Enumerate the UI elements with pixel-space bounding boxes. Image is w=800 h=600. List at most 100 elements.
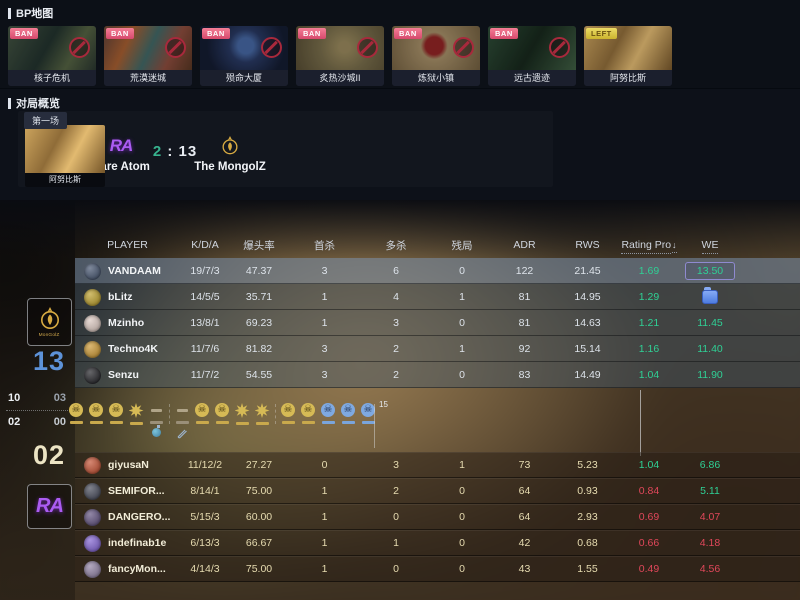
- column-divider-line: [640, 390, 641, 456]
- team2-map-score: 02: [32, 440, 66, 470]
- defuse-icon: [176, 427, 188, 439]
- player-name: SEMIFOR...: [108, 485, 165, 497]
- stat-rating: 0.69: [638, 511, 660, 523]
- map-thumbnail-image: [25, 125, 105, 173]
- stat-kda: 11/12/2: [187, 459, 223, 471]
- stat-rating: 1.04: [638, 459, 660, 471]
- ban-badge: BAN: [202, 28, 230, 39]
- round-underline: [215, 421, 229, 424]
- team1-first-half: 10: [8, 392, 21, 404]
- ban-circle-icon: [357, 37, 378, 58]
- stat-we: 6.86: [679, 459, 741, 471]
- round-slot: [232, 403, 252, 425]
- stat-clutch: 0: [459, 563, 465, 575]
- round-underline: [281, 421, 295, 424]
- folder-icon[interactable]: [702, 287, 718, 304]
- player-name: bLitz: [108, 291, 133, 303]
- map-thumbnail-label: 阿努比斯: [25, 173, 105, 187]
- stat-rating: 1.69: [638, 265, 660, 277]
- stat-adr: 81: [518, 291, 531, 303]
- round-win-skull-icon: ☠: [195, 403, 209, 417]
- match-score: 2 : 13: [140, 143, 210, 160]
- bomb-sub: [151, 425, 161, 439]
- player-avatar: [84, 288, 101, 306]
- player-row[interactable]: indefinab1e 6/13/3 66.67 1 1 0 42 0.68 0.66 4.18: [75, 530, 800, 556]
- team1-half-scores: 10 03: [8, 392, 66, 404]
- player-row[interactable]: DANGERO... 5/15/3 60.00 1 0 0 64 2.93 0.69 4.07: [75, 504, 800, 530]
- stat-we: [679, 287, 741, 304]
- stat-kda: 13/8/1: [190, 317, 220, 329]
- round-slot: ☠: [192, 403, 212, 424]
- player-row[interactable]: Techno4K 11/7/6 81.82 3 2 1 92 15.14 1.16 11.40: [75, 336, 800, 362]
- player-avatar: [84, 508, 101, 526]
- stat-rws: 1.55: [577, 563, 598, 575]
- column-label-clutch: 残局: [451, 239, 473, 252]
- column-header-we[interactable]: WE: [679, 239, 741, 254]
- stat-we: 11.40: [679, 343, 741, 355]
- stat-clutch: 0: [459, 265, 465, 277]
- column-header-rating[interactable]: Rating Pro↓: [619, 239, 679, 254]
- column-header-hs: 爆头率: [230, 238, 288, 253]
- player-row[interactable]: fancyMon... 4/14/3 75.00 1 0 0 43 1.55 0.49 4.56: [75, 556, 800, 582]
- scoreboard-section: MonGolZ 13 10 03 02 00 02 RA PLAYER K/D/A…: [0, 200, 800, 600]
- stat-rws: 14.49: [574, 369, 601, 381]
- column-header-player: PLAYER: [75, 239, 180, 251]
- player-avatar: [84, 262, 101, 280]
- player-row[interactable]: VANDAAM 19/7/3 47.37 3 6 0 122 21.45 1.69 13.50: [75, 258, 800, 284]
- stat-hs: 47.37: [245, 265, 273, 277]
- player-row[interactable]: bLitz 14/5/5 35.71 1 4 1 81 14.95 1.29: [75, 284, 800, 310]
- round-win-skull-icon: ☠: [361, 403, 375, 417]
- team2-half-scores: 02 00: [8, 416, 66, 428]
- player-row[interactable]: SEMIFOR... 8/14/1 75.00 1 2 0 64 0.93 0.84 5.11: [75, 478, 800, 504]
- round-underline: [69, 421, 83, 424]
- mongolz-emblem-icon: [222, 136, 238, 155]
- team-left-name: Rare Atom: [92, 161, 150, 173]
- round-slot: ☠: [212, 403, 232, 424]
- round-underline: [149, 421, 163, 424]
- player-cell: indefinab1e: [75, 534, 180, 552]
- player-row[interactable]: Senzu 11/7/2 54.55 3 2 0 83 14.49 1.04 11.90: [75, 362, 800, 388]
- player-row[interactable]: Mzinho 13/8/1 69.23 1 3 0 81 14.63 1.21 11.45: [75, 310, 800, 336]
- stat-adr: 92: [518, 343, 531, 355]
- column-header-clutch: 残局: [431, 238, 493, 253]
- player-name: fancyMon...: [108, 563, 166, 575]
- team1-map-score: 13: [32, 346, 66, 376]
- tab-game-1[interactable]: 第一场: [24, 112, 68, 129]
- round-divider: [272, 403, 278, 424]
- we-value: 11.90: [697, 369, 723, 381]
- rareatom-logo-box: RA: [27, 484, 72, 529]
- stat-hs: 54.55: [245, 369, 273, 381]
- player-row[interactable]: giyusaN 11/12/2 27.27 0 3 1 73 5.23 1.04 6.86: [75, 452, 800, 478]
- stat-rws: 14.63: [574, 317, 601, 329]
- map-name: 炙热沙城II: [296, 70, 384, 86]
- stat-rating: 1.29: [638, 291, 660, 303]
- mongolz-logo-box: MonGolZ: [27, 298, 72, 346]
- stat-hs: 75.00: [245, 563, 273, 575]
- round-history-strip: ☠ ☠ ☠ ☠ ☠ ☠ ☠ ☠ ☠ ☠ 15: [66, 400, 388, 439]
- stat-mk: 2: [393, 343, 399, 355]
- player-cell: bLitz: [75, 288, 180, 306]
- map-name: 阿努比斯: [584, 70, 672, 86]
- stat-rws: 0.93: [577, 485, 598, 497]
- map-thumbnail: 阿努比斯: [25, 125, 105, 187]
- round-win-explosion-icon: [234, 403, 250, 418]
- we-value-box[interactable]: 13.50: [684, 262, 736, 280]
- we-value: 4.07: [699, 511, 721, 523]
- stat-hs: 81.82: [245, 343, 273, 355]
- score-left: 2: [152, 143, 163, 160]
- stat-clutch: 1: [459, 291, 465, 303]
- map-card: LEFT 阿努比斯: [584, 26, 672, 86]
- map-ban-row: BAN 核子危机 BAN 荒漠迷城 BAN 殒命大厦 BAN 炙热沙城II BAN 炼狱小镇 BAN…: [0, 26, 800, 86]
- score-separator: :: [167, 143, 174, 160]
- round-slot: [146, 403, 166, 439]
- stat-hs: 69.23: [245, 317, 273, 329]
- team2-first-half: 02: [8, 416, 21, 428]
- stat-adr: 81: [518, 317, 531, 329]
- map-name: 殒命大厦: [200, 70, 288, 86]
- round-loss-dash: [176, 409, 188, 412]
- player-name: DANGERO...: [108, 511, 171, 523]
- we-value: 5.11: [700, 485, 720, 497]
- column-header-rws: RWS: [556, 239, 619, 251]
- player-cell: SEMIFOR...: [75, 482, 180, 500]
- ban-circle-icon: [549, 37, 570, 58]
